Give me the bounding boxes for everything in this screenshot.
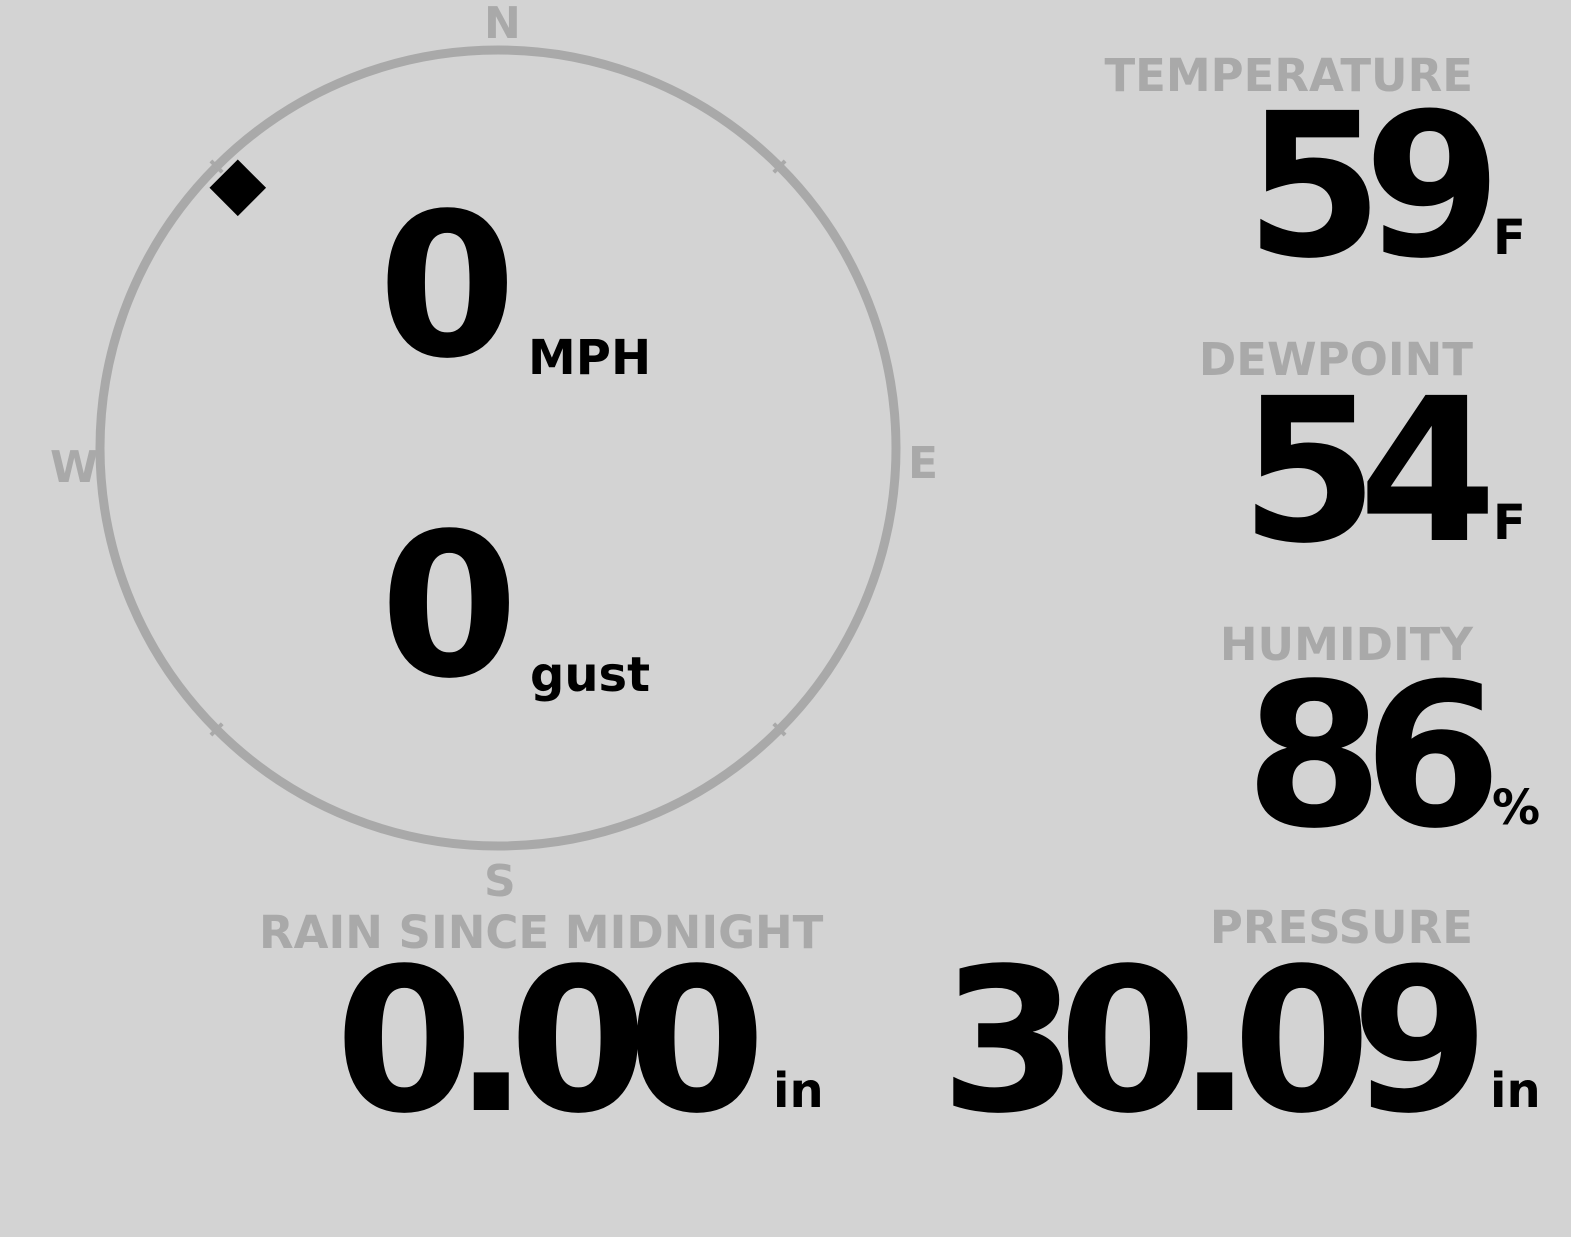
humidity-value: 86 <box>1245 640 1502 872</box>
compass-tick <box>209 722 224 737</box>
pressure-value: 30.09 <box>940 925 1489 1157</box>
compass-south: S <box>484 856 516 907</box>
wind-gust-value: 0 <box>380 490 519 722</box>
compass-tick <box>772 722 787 737</box>
compass-ring <box>95 45 901 851</box>
wind-gust-unit: gust <box>530 647 651 703</box>
compass-north: N <box>484 0 521 49</box>
wind-speed-value: 0 <box>378 170 517 402</box>
temperature-label: TEMPERATURE <box>1104 49 1473 102</box>
dewpoint-value: 54 <box>1240 355 1497 587</box>
compass-west: W <box>50 442 99 493</box>
wind-direction-marker <box>209 159 267 217</box>
compass-ticks <box>209 159 787 737</box>
temperature-unit: F <box>1493 210 1526 266</box>
rain-label: RAIN SINCE MIDNIGHT <box>259 906 824 959</box>
compass-east: E <box>908 438 939 489</box>
rain-unit: in <box>773 1063 824 1119</box>
rain-value: 0.00 <box>335 925 766 1157</box>
dewpoint-unit: F <box>1493 495 1526 551</box>
dewpoint-label: DEWPOINT <box>1198 333 1473 386</box>
pressure-label: PRESSURE <box>1209 901 1473 954</box>
compass-tick <box>772 159 787 174</box>
humidity-unit: % <box>1492 780 1541 836</box>
compass-tick <box>209 159 224 174</box>
pressure-unit: in <box>1490 1063 1541 1119</box>
wind-compass <box>95 45 901 851</box>
temperature-value: 59 <box>1245 70 1502 302</box>
wind-speed-unit: MPH <box>528 330 652 386</box>
humidity-label: HUMIDITY <box>1219 618 1473 671</box>
